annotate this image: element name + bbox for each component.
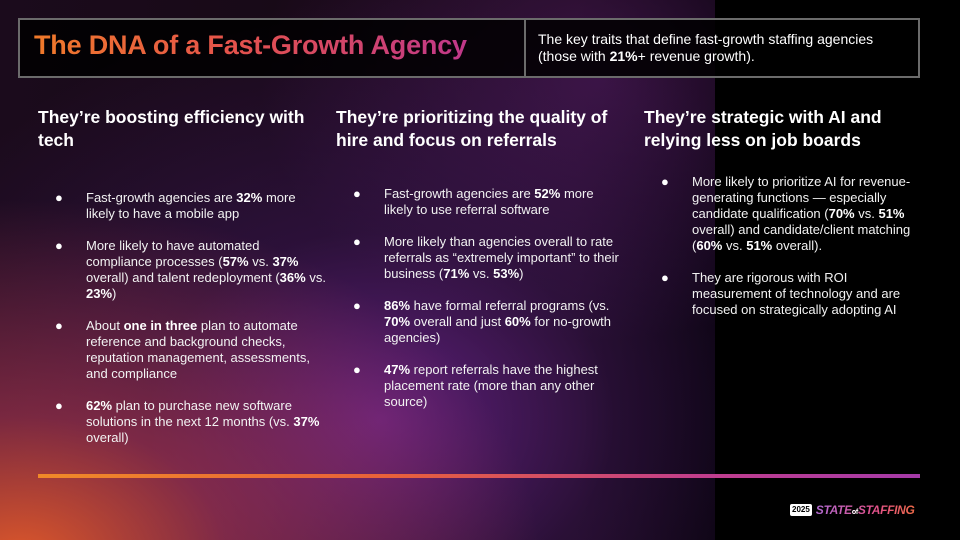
item-text: More likely to prioritize AI for revenue… bbox=[692, 174, 911, 221]
subtitle-text-end: + revenue growth). bbox=[637, 48, 755, 64]
item-text: vs. bbox=[248, 254, 273, 269]
item-text: more likely to have a mobile app bbox=[86, 190, 296, 221]
highlight-text: 70% bbox=[384, 314, 411, 329]
highlight-text: 53% bbox=[493, 266, 520, 281]
highlight-text: 60% bbox=[696, 238, 723, 253]
item-text: Fast-growth agencies are bbox=[384, 186, 535, 201]
page-title: The DNA of a Fast-Growth Agency bbox=[34, 30, 467, 60]
item-text: plan to automate reference and backgroun… bbox=[86, 318, 311, 381]
column-heading: They’re strategic with AI and relying le… bbox=[644, 107, 882, 150]
highlight-text: one in three bbox=[123, 318, 198, 333]
item-text: About bbox=[86, 318, 124, 333]
bullet-icon: ● bbox=[353, 234, 361, 249]
highlight-text: 62% bbox=[86, 398, 113, 413]
bullet-icon: ● bbox=[661, 174, 669, 189]
highlight-text: 57% bbox=[222, 254, 249, 269]
column-quality-referrals: They’re prioritizing the quality of hire… bbox=[336, 106, 626, 409]
item-text: overall) bbox=[86, 430, 129, 445]
bullet-icon: ● bbox=[55, 398, 63, 413]
list-item: ● More likely to prioritize AI for revenu… bbox=[644, 174, 919, 254]
list-item: ● They are rigorous with ROI measurement … bbox=[644, 270, 919, 318]
list-item: ● Fast-growth agencies are 32% more likel… bbox=[38, 190, 328, 222]
item-text: report referrals have the highest placem… bbox=[384, 362, 598, 409]
highlight-text: 86% bbox=[384, 298, 411, 313]
logo-brand-of: of bbox=[851, 509, 858, 516]
header-box: The DNA of a Fast-Growth Agency The key … bbox=[18, 18, 920, 78]
list-item: ● Fast-growth agencies are 52% more likel… bbox=[336, 186, 626, 218]
highlight-text: 70% bbox=[828, 206, 855, 221]
item-text: for no-growth agencies) bbox=[384, 314, 611, 345]
bullet-icon: ● bbox=[55, 238, 63, 253]
item-text: more likely to use referral software bbox=[384, 186, 594, 217]
bullet-icon: ● bbox=[353, 186, 361, 201]
subtitle-highlight: 21% bbox=[609, 48, 638, 64]
column-ai-job-boards: They’re strategic with AI and relying le… bbox=[644, 106, 924, 317]
item-text: vs. bbox=[469, 266, 494, 281]
highlight-text: 36% bbox=[279, 270, 306, 285]
item-text: vs. bbox=[854, 206, 879, 221]
item-text: overall and just bbox=[410, 314, 505, 329]
list-item: ● More likely to have automated complianc… bbox=[38, 238, 328, 302]
logo-brand-left: STATE bbox=[815, 503, 852, 517]
highlight-text: 32% bbox=[236, 190, 263, 205]
item-text: More likely than agencies overall to rat… bbox=[384, 234, 619, 281]
item-text: have formal referral programs (vs. bbox=[410, 298, 610, 313]
highlight-text: 71% bbox=[443, 266, 470, 281]
list-item: ● About one in three plan to automate ref… bbox=[38, 318, 328, 382]
list-item: ● More likely than agencies overall to ra… bbox=[336, 234, 626, 282]
bullet-icon: ● bbox=[353, 298, 361, 313]
bottom-gradient-bar bbox=[38, 474, 920, 478]
logo-brand-right: STAFFING bbox=[857, 503, 915, 517]
item-text: Fast-growth agencies are bbox=[86, 190, 237, 205]
bullet-icon: ● bbox=[353, 362, 361, 377]
item-text: They are rigorous with ROI measurement o… bbox=[692, 270, 901, 317]
item-text: vs. bbox=[305, 270, 326, 285]
background-dark-panel bbox=[715, 0, 960, 540]
item-text: More likely to have automated compliance… bbox=[86, 238, 260, 269]
highlight-text: 51% bbox=[746, 238, 773, 253]
highlight-text: 51% bbox=[878, 206, 905, 221]
item-text: plan to purchase new software solutions … bbox=[86, 398, 294, 429]
item-text: vs. bbox=[722, 238, 747, 253]
highlight-text: 60% bbox=[504, 314, 531, 329]
highlight-text: 37% bbox=[272, 254, 299, 269]
highlight-text: 23% bbox=[86, 286, 113, 301]
list-item: ● 62% plan to purchase new software solut… bbox=[38, 398, 328, 446]
bullet-icon: ● bbox=[661, 270, 669, 285]
highlight-text: 47% bbox=[384, 362, 411, 377]
item-text: overall). bbox=[772, 238, 823, 253]
item-text: ) bbox=[519, 266, 524, 281]
header-divider bbox=[524, 20, 526, 76]
logo-brand: STATEofSTAFFING bbox=[816, 503, 915, 517]
column-efficiency-tech: They’re boosting efficiency with tech ● F… bbox=[38, 106, 328, 445]
bullet-icon: ● bbox=[55, 318, 63, 333]
list-item: ● 86% have formal referral programs (vs. … bbox=[336, 298, 626, 346]
item-text: overall) and candidate/client matching ( bbox=[692, 222, 911, 253]
page-subtitle: The key traits that define fast-growth s… bbox=[538, 31, 913, 65]
item-text: ) bbox=[112, 286, 117, 301]
highlight-text: 52% bbox=[534, 186, 561, 201]
column-heading: They’re boosting efficiency with tech bbox=[38, 107, 305, 150]
bullet-list: ● Fast-growth agencies are 32% more likel… bbox=[38, 190, 328, 462]
footer-logo: 2025 STATEofSTAFFING bbox=[790, 502, 915, 518]
logo-year: 2025 bbox=[790, 504, 812, 516]
subtitle-text-start: The key traits that define fast-growth s… bbox=[538, 31, 874, 64]
bullet-list: ● More likely to prioritize AI for revenu… bbox=[644, 174, 919, 334]
bullet-list: ● Fast-growth agencies are 52% more likel… bbox=[336, 186, 626, 426]
column-heading: They’re prioritizing the quality of hire… bbox=[336, 107, 608, 150]
item-text: overall) and talent redeployment ( bbox=[86, 270, 280, 285]
bullet-icon: ● bbox=[55, 190, 63, 205]
highlight-text: 37% bbox=[293, 414, 320, 429]
list-item: ● 47% report referrals have the highest p… bbox=[336, 362, 626, 410]
